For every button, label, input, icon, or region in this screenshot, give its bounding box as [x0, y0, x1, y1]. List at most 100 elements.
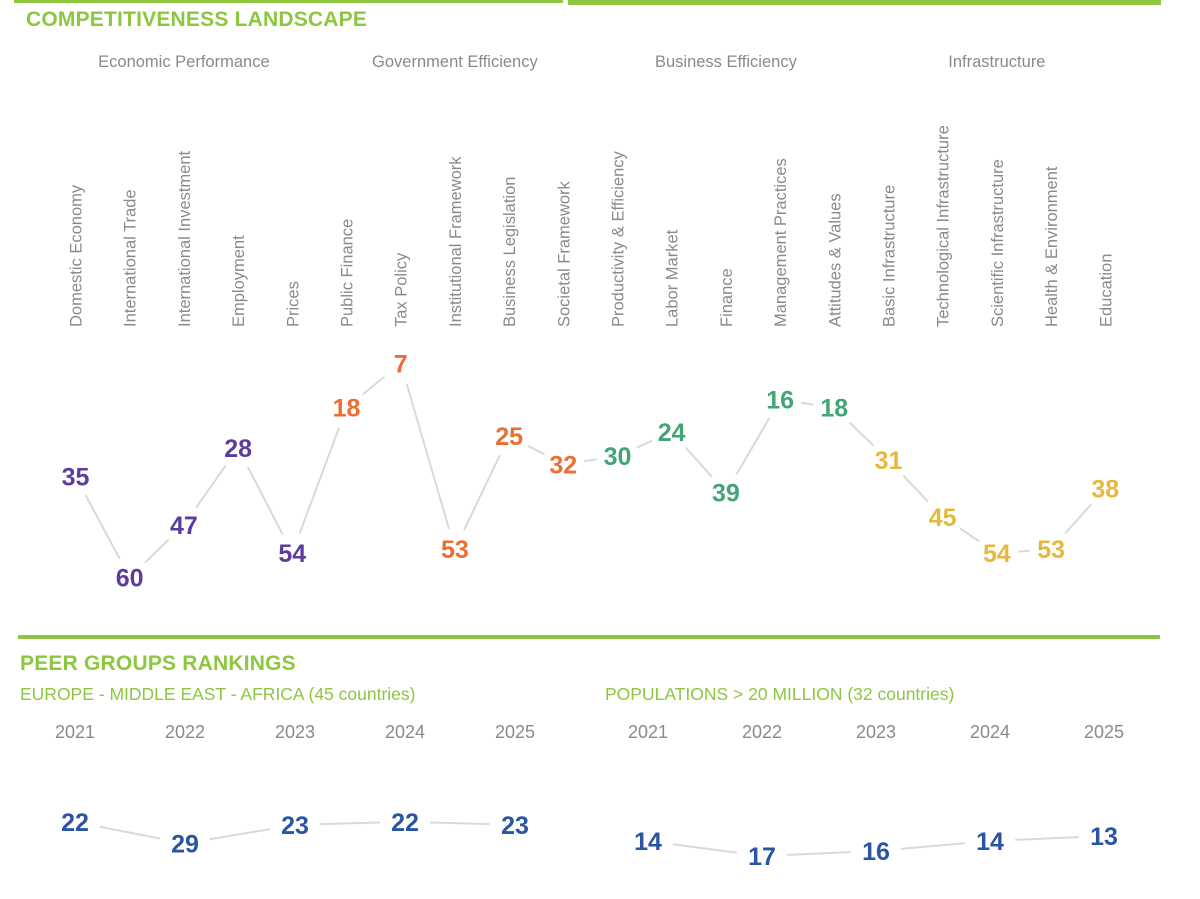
connector-segment [144, 539, 170, 564]
connector-segment [636, 439, 653, 449]
year-label: 2022 [742, 722, 782, 742]
connector-segment [735, 417, 771, 475]
rank-value-label: 16 [766, 387, 794, 415]
year-label: 2023 [856, 722, 896, 742]
connector-segment [1017, 549, 1031, 553]
connector-segment [527, 445, 545, 456]
category-label: Business Legislation [501, 177, 519, 327]
competitiveness-landscape-chart: Economic Performance Government Efficienc… [62, 53, 1120, 592]
category-label: Scientific Infrastructure [989, 159, 1007, 327]
year-label: 2024 [385, 722, 425, 742]
peer-rank-value-label: 22 [391, 809, 419, 837]
peer-rank-value-label: 22 [61, 809, 89, 837]
rank-value-label: 39 [712, 480, 740, 508]
peer-rank-value-label: 16 [862, 838, 890, 866]
peer-group-population-heading: POPULATIONS > 20 MILLION (32 countries) [605, 684, 955, 704]
year-label: 2021 [628, 722, 668, 742]
connector-segment [99, 825, 161, 840]
year-label: 2023 [275, 722, 315, 742]
connector-segment [1064, 503, 1092, 534]
category-label: Attitudes & Values [826, 193, 844, 327]
connector-segment [429, 821, 491, 826]
category-label: Public Finance [339, 219, 357, 327]
connector-segment [247, 466, 284, 535]
year-label: 2022 [165, 722, 205, 742]
connector-segment [786, 851, 852, 856]
category-label: Societal Framework [555, 180, 573, 327]
category-label: International Investment [176, 150, 194, 327]
peer-rank-value-label: 13 [1090, 823, 1118, 851]
connector-segment [405, 383, 450, 529]
rank-value-label: 54 [278, 540, 306, 568]
connector-segment [209, 828, 271, 841]
connector-segment [900, 842, 966, 850]
category-label: Tax Policy [393, 252, 411, 327]
rank-value-label: 7 [394, 350, 408, 378]
connector-segment [463, 454, 501, 531]
connector-segment [959, 528, 980, 542]
rank-value-label: 30 [604, 443, 632, 471]
peer-groups-rankings-charts: 2021 2022 2023 2024 2025 22 29 23 22 23 2021 2022 20… [55, 722, 1124, 871]
rank-value-label: 32 [549, 451, 577, 479]
category-label: Finance [718, 268, 736, 327]
category-label: Basic Infrastructure [881, 185, 899, 327]
rank-value-label: 54 [983, 540, 1011, 568]
group-header-label: Business Efficiency [655, 53, 798, 71]
top-rule-left-segment [14, 0, 563, 3]
category-label: International Trade [122, 189, 140, 327]
rank-value-label: 53 [441, 536, 469, 564]
section-divider-rule [18, 635, 1160, 639]
connector-segment [362, 376, 385, 395]
connector-segment [685, 447, 713, 478]
rank-value-label: 28 [224, 435, 252, 463]
connector-segment [800, 401, 814, 406]
connector-segment [849, 422, 874, 446]
connector-segment [902, 475, 929, 502]
rank-value-label: 45 [929, 504, 957, 532]
category-label: Productivity & Efficiency [610, 150, 628, 327]
category-label: Labor Market [664, 229, 682, 327]
category-label: Education [1097, 254, 1115, 327]
peer-rank-value-label: 29 [171, 831, 199, 859]
competitiveness-landscape-title: COMPETITIVENESS LANDSCAPE [26, 8, 368, 31]
rank-value-label: 31 [875, 447, 903, 475]
year-label: 2024 [970, 722, 1010, 742]
top-rule-right-segment [568, 0, 1161, 5]
connector-segment [195, 465, 227, 508]
year-label: 2025 [1084, 722, 1124, 742]
year-label: 2025 [495, 722, 535, 742]
peer-group-emea-heading: EUROPE - MIDDLE EAST - AFRICA (45 countr… [20, 684, 416, 704]
group-header-label: Economic Performance [98, 53, 270, 71]
peer-rank-value-label: 14 [634, 828, 662, 856]
group-header-label: Government Efficiency [372, 53, 538, 71]
peer-rank-value-label: 23 [501, 812, 529, 840]
connector-segment [1014, 836, 1080, 841]
rank-value-label: 47 [170, 512, 198, 540]
category-label: Domestic Economy [68, 184, 86, 327]
connector-segment [298, 427, 340, 534]
rank-value-label: 18 [820, 395, 848, 423]
peer-groups-rankings-title: PEER GROUPS RANKINGS [20, 652, 296, 675]
connector-segment [84, 494, 121, 560]
peer-rank-value-label: 23 [281, 812, 309, 840]
category-label: Prices [284, 281, 302, 327]
peer-rank-value-label: 17 [748, 843, 776, 871]
rank-value-label: 25 [495, 423, 523, 451]
rank-value-label: 38 [1091, 476, 1119, 504]
group-header-label: Infrastructure [948, 53, 1045, 71]
connector-segment [672, 843, 738, 854]
rank-value-label: 18 [333, 395, 361, 423]
category-label: Technological Infrastructure [935, 125, 953, 327]
category-label: Health & Environment [1043, 166, 1061, 327]
connector-segment [584, 458, 597, 463]
category-label: Institutional Framework [447, 156, 465, 327]
rank-value-label: 60 [116, 564, 144, 592]
category-label: Employment [230, 235, 248, 327]
rank-value-label: 24 [658, 419, 686, 447]
peer-rank-value-label: 14 [976, 828, 1004, 856]
rank-value-label: 53 [1037, 536, 1065, 564]
year-label: 2021 [55, 722, 95, 742]
connector-segment [319, 821, 381, 826]
rank-value-label: 35 [62, 463, 90, 491]
category-label: Management Practices [772, 158, 790, 327]
